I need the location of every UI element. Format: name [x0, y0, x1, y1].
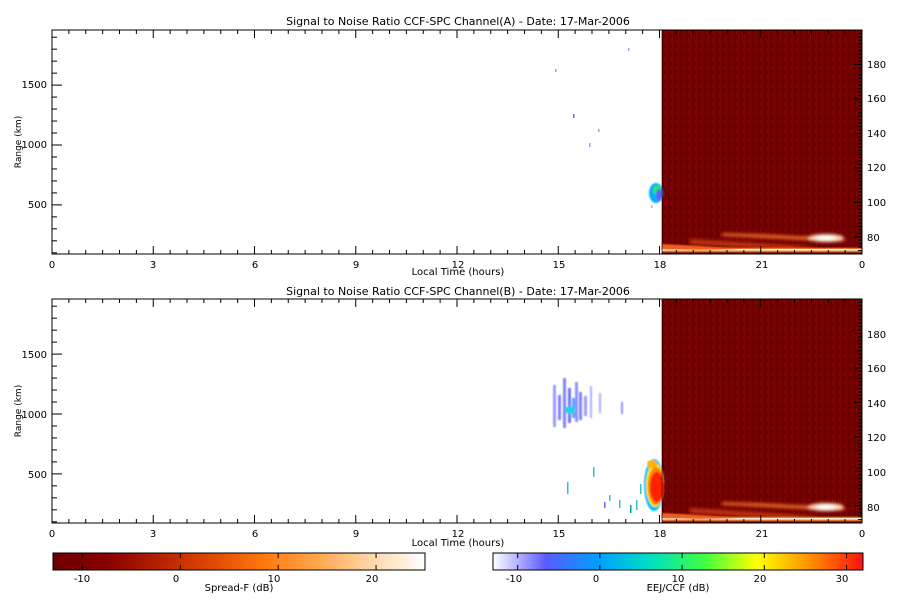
panel-b-echo-dot: [619, 500, 621, 508]
colorbar-spread-f-tick: -10: [74, 574, 90, 585]
panel-a-echo-dot: [598, 129, 600, 132]
panel-a-spread-f-echoes: [555, 48, 663, 208]
panel-a-echo-dot: [651, 205, 653, 208]
colorbar-eej-ccf-tick: 30: [836, 574, 849, 585]
panel-b-right-ticks: [854, 301, 862, 521]
panel-a-right-ticks: [854, 32, 862, 252]
colorbar-eej-ccf-tick: 20: [754, 574, 767, 585]
panel-a-ylabel: Range (km): [14, 116, 24, 168]
panel-a-x-ticks: [51, 30, 863, 254]
panel-b-ytick: 1000: [22, 410, 47, 421]
panel-b-y2tick: 160: [867, 364, 886, 375]
panel-a-echo-dot: [628, 48, 630, 51]
panel-b-ylabel: Range (km): [14, 385, 24, 437]
panel-b-ytick: 500: [28, 470, 47, 481]
panel-b-eej-echoes: [662, 502, 862, 521]
panel-b-y2tick: 180: [867, 330, 886, 341]
colorbar-eej-ccf-tick: 10: [672, 574, 685, 585]
panel-a-echo-blob: [649, 183, 663, 203]
panel-a-xtick: 15: [553, 260, 566, 271]
panel-a-eej-layer-middle: [690, 239, 820, 249]
panel-a-xlabel: Local Time (hours): [412, 267, 505, 278]
panel-b-echo-dot: [640, 484, 642, 494]
colorbar-eej-ccf: -10 0 10 20 30 EEJ/CCF (dB): [492, 552, 864, 594]
colorbar-eej-ccf-tick: -10: [506, 574, 522, 585]
panel-a-xtick: 0: [859, 260, 865, 271]
panel-b-eej-layer-middle: [690, 508, 820, 518]
panel-a-y2tick: 140: [867, 129, 886, 140]
panel-a-y2tick: 120: [867, 163, 886, 174]
panel-a-xtick: 18: [654, 260, 667, 271]
panel-b-eej-region: [662, 299, 862, 523]
colorbar-spread-f-label: Spread-F (dB): [205, 583, 274, 594]
panel-b-xtick: 0: [49, 529, 55, 540]
panel-a-ytick: 1000: [22, 140, 47, 151]
panel-a-ytick: 1500: [22, 80, 47, 91]
panel-b-echo-dot: [630, 505, 632, 513]
panel-a-y2tick: 80: [867, 233, 880, 244]
panel-b-echo-blob: [644, 459, 664, 511]
colorbar-spread-f-tick: 10: [268, 574, 281, 585]
panel-b-x-ticks: [51, 299, 863, 523]
panel-a-eej-region: [662, 30, 862, 254]
panel-b-xtick: 18: [654, 529, 667, 540]
colorbar-spread-f: -10 0 10 20 Spread-F (dB): [52, 552, 426, 594]
colorbar-spread-f-tick: 20: [366, 574, 379, 585]
panel-b-left-ticks: [52, 305, 62, 523]
panel-a-eej-echoes: [662, 233, 862, 252]
panel-a-title: Signal to Noise Ratio CCF-SPC Channel(A)…: [286, 15, 630, 28]
panel-a-xtick: 3: [150, 260, 156, 271]
colorbar-eej-ccf-bar: [492, 552, 864, 571]
panel-b-y2tick: 140: [867, 399, 886, 410]
panel-b-title: Signal to Noise Ratio CCF-SPC Channel(B)…: [286, 285, 630, 298]
panel-a-xtick: 9: [353, 260, 359, 271]
panel-a-y2tick: 160: [867, 94, 886, 105]
panel-a-xtick: 12: [452, 260, 465, 271]
panel-b-xtick: 21: [756, 529, 769, 540]
panel-a-xtick: 21: [756, 260, 769, 271]
panel-a: Signal to Noise Ratio CCF-SPC Channel(A)…: [14, 15, 886, 278]
panel-a-y2tick: 180: [867, 60, 886, 71]
colorbar-eej-ccf-label: EEJ/CCF (dB): [647, 583, 710, 594]
panel-b-echo-dot: [604, 502, 606, 508]
panel-a-echo-dot: [555, 69, 557, 72]
colorbar-eej-ccf-ticks: [517, 553, 848, 570]
panel-a-echo-dot: [589, 143, 591, 147]
panel-b-xtick: 6: [252, 529, 258, 540]
colorbar-spread-f-tick: 0: [173, 574, 179, 585]
panel-a-left-ticks: [52, 36, 62, 254]
colorbar-spread-f-ticks: [81, 553, 377, 570]
panel-b-xlabel: Local Time (hours): [412, 538, 505, 549]
panel-b-echo-dot: [636, 500, 638, 510]
panel-a-y2tick: 100: [867, 198, 886, 209]
panel-a-ytick: 500: [28, 200, 47, 211]
panel-a-xtick: 6: [252, 260, 258, 271]
panel-b: Signal to Noise Ratio CCF-SPC Channel(B)…: [14, 285, 886, 549]
panel-b-xtick: 0: [859, 529, 865, 540]
panel-a-xtick: 0: [49, 260, 55, 271]
panel-b-echo-dot: [567, 482, 569, 494]
panel-b-y2tick: 80: [867, 503, 880, 514]
colorbar-spread-f-bar: [52, 552, 426, 571]
panel-b-xtick: 12: [452, 529, 465, 540]
panel-b-xtick: 15: [553, 529, 566, 540]
panel-b-spread-f-echoes: [553, 378, 664, 513]
panel-b-xtick: 9: [353, 529, 359, 540]
colorbar-eej-ccf-tick: 0: [593, 574, 599, 585]
panel-b-xtick: 3: [150, 529, 156, 540]
panel-b-y2tick: 120: [867, 433, 886, 444]
panel-b-ytick: 1500: [22, 350, 47, 361]
panel-b-echo-dot: [609, 495, 611, 501]
panel-b-y2tick: 100: [867, 468, 886, 479]
panel-a-echo-dot: [573, 114, 575, 118]
panel-b-echo-dot: [593, 467, 595, 477]
panel-b-echo-cloud: [553, 378, 623, 428]
